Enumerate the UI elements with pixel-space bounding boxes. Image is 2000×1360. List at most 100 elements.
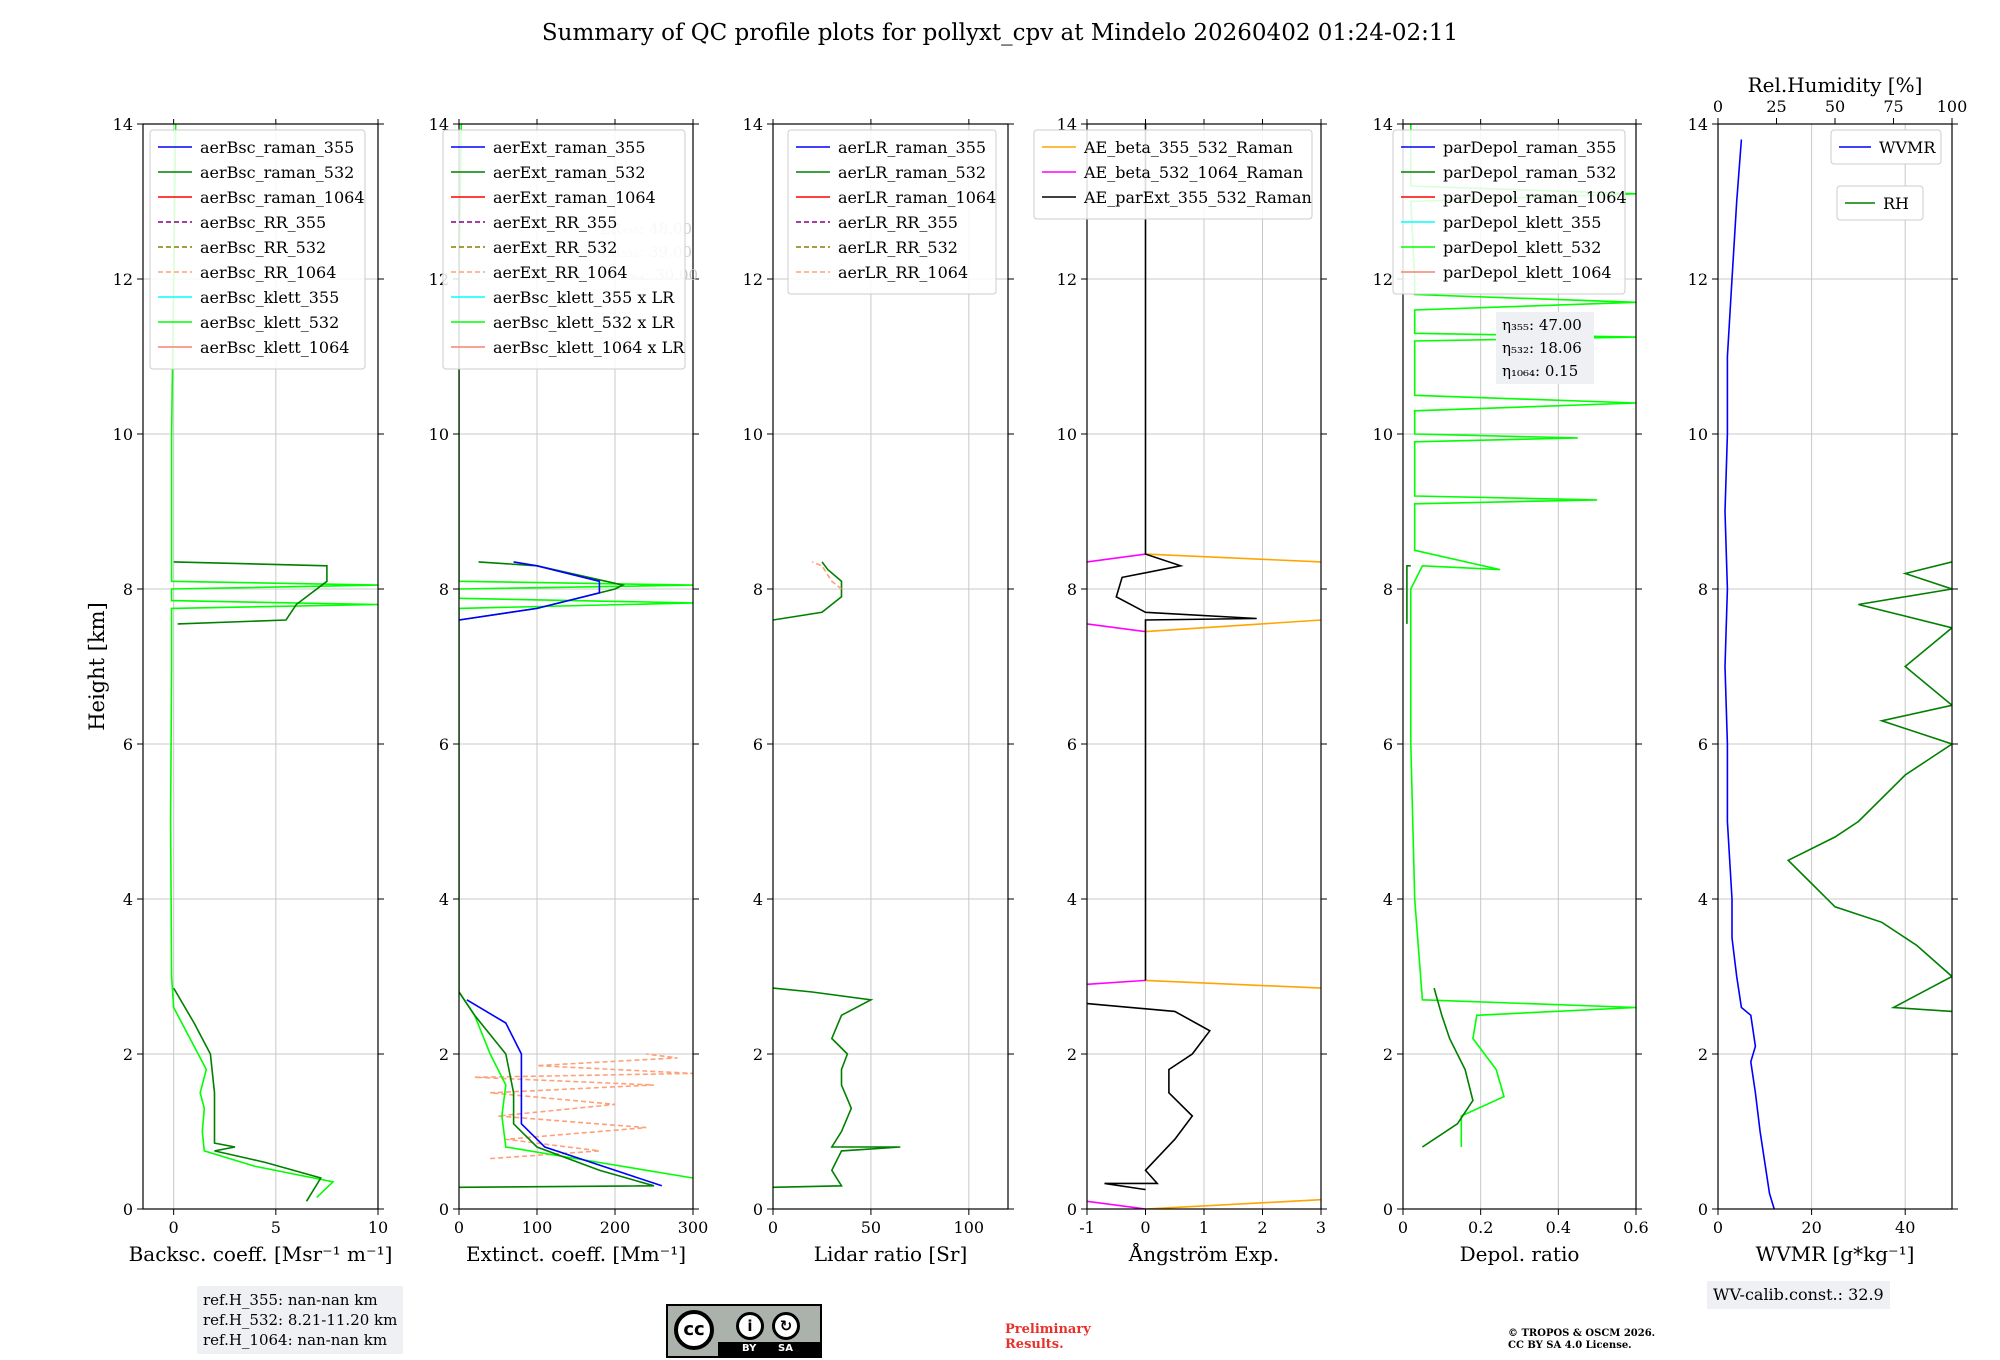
y-tick-label: 12 bbox=[1373, 270, 1393, 289]
y-tick-label: 4 bbox=[753, 890, 763, 909]
y-tick-label: 2 bbox=[123, 1045, 133, 1064]
y-tick-label: 8 bbox=[123, 580, 133, 599]
series-AE_beta_532_1064_Raman bbox=[1087, 553, 1146, 1209]
legend-label: aerBsc_raman_355 bbox=[200, 138, 354, 157]
annotation-box bbox=[1496, 312, 1594, 384]
x-tick-label: 50 bbox=[861, 1218, 881, 1237]
y-tick-label: 10 bbox=[743, 425, 763, 444]
y-tick-label: 8 bbox=[1383, 580, 1393, 599]
y-tick-label: 10 bbox=[1057, 425, 1077, 444]
y-tick-label: 2 bbox=[1698, 1045, 1708, 1064]
x-tick-label: -1 bbox=[1079, 1218, 1095, 1237]
y-tick-label: 0 bbox=[1383, 1200, 1393, 1219]
legend-box bbox=[787, 129, 997, 295]
annotation-text: η₁₀₆₄: 0.15 bbox=[1502, 362, 1578, 380]
legend-label: WVMR bbox=[1879, 138, 1936, 157]
y-tick-label: 10 bbox=[1688, 425, 1708, 444]
top-tick-label: 0 bbox=[1713, 97, 1723, 116]
legend-label: parDepol_raman_532 bbox=[1443, 163, 1616, 182]
x-tick-label: 100 bbox=[522, 1218, 553, 1237]
x-axis-label: Lidar ratio [Sr] bbox=[814, 1242, 968, 1266]
copyright-line-2: CC BY SA 4.0 License. bbox=[1508, 1340, 1632, 1351]
series-aerLR_RR_1064 bbox=[811, 561, 842, 590]
series-aerExt_raman_532 bbox=[459, 561, 655, 1189]
legend-label: aerBsc_RR_532 bbox=[200, 238, 326, 257]
figure-title: Summary of QC profile plots for pollyxt_… bbox=[541, 20, 1459, 46]
x-tick-label: 0 bbox=[169, 1218, 179, 1237]
y-tick-label: 14 bbox=[113, 115, 133, 134]
x-tick-label: 20 bbox=[1801, 1218, 1821, 1237]
preliminary-line-2: Results. bbox=[1005, 1337, 1064, 1352]
y-tick-label: 6 bbox=[1698, 735, 1708, 754]
y-tick-label: 4 bbox=[1698, 890, 1708, 909]
y-tick-label: 8 bbox=[1698, 580, 1708, 599]
legend-label: aerExt_RR_1064 bbox=[493, 263, 628, 282]
legend-label: aerBsc_klett_532 x LR bbox=[493, 313, 675, 332]
legend-label: parDepol_raman_1064 bbox=[1443, 188, 1627, 207]
legend-label: aerBsc_klett_532 bbox=[200, 313, 339, 332]
attribution-icon: i bbox=[736, 1312, 764, 1340]
y-tick-label: 12 bbox=[1057, 270, 1077, 289]
x-tick-label: 1 bbox=[1199, 1218, 1209, 1237]
panel-wv: 0 20 40 0 2 4 6 8 10 12 14 0 25 50 75 100 Rel.Humidity [… bbox=[1688, 73, 1968, 1266]
y-tick-label: 12 bbox=[1688, 270, 1708, 289]
y-tick-label: 14 bbox=[1373, 115, 1393, 134]
legend-label: aerExt_raman_532 bbox=[493, 163, 646, 182]
legend-box bbox=[442, 129, 686, 370]
y-tick-label: 4 bbox=[1067, 890, 1077, 909]
y-tick-label: 10 bbox=[1373, 425, 1393, 444]
series-RH bbox=[1786, 561, 1952, 1013]
x-axis-label: Backsc. coeff. [Msr⁻¹ m⁻¹] bbox=[129, 1242, 393, 1266]
x-tick-label: 5 bbox=[271, 1218, 281, 1237]
y-tick-label: 0 bbox=[439, 1200, 449, 1219]
y-tick-label: 6 bbox=[753, 735, 763, 754]
legend-label: aerBsc_raman_532 bbox=[200, 163, 354, 182]
x-tick-label: 300 bbox=[678, 1218, 709, 1237]
share-alike-icon: ↻ bbox=[772, 1312, 800, 1340]
y-tick-label: 14 bbox=[1057, 115, 1077, 134]
series-aerExt_raman_355 bbox=[459, 561, 663, 1187]
legend-label: parDepol_klett_1064 bbox=[1443, 263, 1612, 282]
x-tick-label: 10 bbox=[368, 1218, 388, 1237]
series-group bbox=[1087, 124, 1321, 1209]
y-tick-label: 14 bbox=[429, 115, 449, 134]
y-axis-label: Height [km] bbox=[85, 602, 109, 731]
y-tick-label: 6 bbox=[1383, 735, 1393, 754]
preliminary-line-1: Preliminary bbox=[1005, 1322, 1091, 1337]
y-tick-label: 8 bbox=[439, 580, 449, 599]
legend-label: AE_beta_355_532_Raman bbox=[1083, 138, 1293, 157]
series-parDepol_raman_532 bbox=[1406, 565, 1474, 1148]
series-aerBsc_raman_532 bbox=[173, 561, 328, 1202]
copyright-note: © TROPOS & OSCM 2026. CC BY SA 4.0 Licen… bbox=[1508, 1328, 1655, 1352]
series-group bbox=[169, 124, 378, 1202]
series-aerExt_RR_1064 bbox=[474, 1053, 693, 1160]
legend-label: parDepol_klett_355 bbox=[1443, 213, 1601, 232]
panel-lidar_ratio: 0 50 100 0 2 4 6 8 10 12 14 Lidar ratio [Sr] aerLR_r… bbox=[743, 115, 1014, 1266]
x-tick-label: 0.4 bbox=[1546, 1218, 1571, 1237]
legend-label: RH bbox=[1883, 194, 1909, 213]
panel-depol: 0 0.2 0.4 0.6 0 2 4 6 8 10 12 14 Depol. ratio η₃₅₅: 4… bbox=[1373, 115, 1649, 1266]
panel-backscatter: 0 5 10 0 2 4 6 8 10 12 14 Backsc. coeff. [Msr⁻¹ m⁻¹… bbox=[85, 115, 392, 1266]
annotation-text: η₃₅₅: 47.00 bbox=[1502, 316, 1582, 334]
x-axis-label: Ångström Exp. bbox=[1128, 1241, 1279, 1266]
top-axis-label: Rel.Humidity [%] bbox=[1748, 73, 1923, 97]
legend-label: aerLR_raman_1064 bbox=[838, 188, 996, 207]
series-aerBsc_klett_532 x LR bbox=[459, 124, 693, 1179]
legend-label: aerLR_raman_532 bbox=[838, 163, 986, 182]
legend-label: aerBsc_klett_355 bbox=[200, 288, 339, 307]
legend-box bbox=[1836, 185, 1924, 221]
ref-height-1064: ref.H_1064: nan-nan km bbox=[203, 1331, 388, 1349]
series-aerLR_raman_532 bbox=[773, 561, 901, 1189]
legend-label: parDepol_raman_355 bbox=[1443, 138, 1616, 157]
top-tick-label: 50 bbox=[1825, 97, 1845, 116]
series-group bbox=[459, 124, 693, 1189]
y-tick-label: 4 bbox=[439, 890, 449, 909]
axes-frame bbox=[772, 123, 1009, 1210]
annotation-text: η₅₃₂: 18.06 bbox=[1502, 339, 1582, 357]
legend-label: aerBsc_klett_1064 x LR bbox=[493, 338, 685, 357]
y-tick-label: 2 bbox=[753, 1045, 763, 1064]
series-AE_beta_355_532_Raman bbox=[1145, 553, 1321, 1209]
legend-label: parDepol_klett_532 bbox=[1443, 238, 1601, 257]
y-tick-label: 2 bbox=[439, 1045, 449, 1064]
